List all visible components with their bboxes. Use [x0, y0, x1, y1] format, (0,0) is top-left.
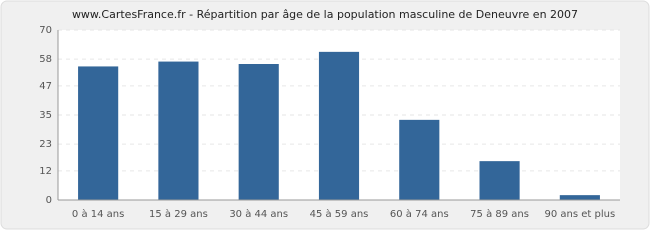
- bar: [158, 61, 199, 201]
- x-tick-label: 75 à 89 ans: [470, 208, 529, 220]
- y-tick-label: 23: [39, 139, 52, 150]
- x-tick-label: 30 à 44 ans: [229, 208, 288, 220]
- bar: [318, 51, 360, 200]
- bar: [78, 66, 119, 200]
- y-tick-label: 0: [46, 195, 52, 206]
- chart-title: www.CartesFrance.fr - Répartition par âg…: [72, 8, 578, 21]
- x-tick-label: 15 à 29 ans: [149, 208, 208, 220]
- y-tick-label: 35: [39, 110, 52, 121]
- bar: [479, 161, 520, 200]
- chart: www.CartesFrance.fr - Répartition par âg…: [0, 0, 650, 230]
- y-tick-label: 12: [39, 166, 52, 177]
- bar: [559, 195, 600, 200]
- y-tick-label: 47: [39, 81, 52, 92]
- x-tick-label: 60 à 74 ans: [390, 208, 449, 220]
- x-tick-label: 90 ans et plus: [545, 209, 616, 220]
- x-tick-label: 45 à 59 ans: [310, 208, 369, 220]
- x-tick-label: 0 à 14 ans: [72, 208, 124, 220]
- bar: [238, 64, 279, 200]
- y-tick-label: 58: [39, 54, 52, 65]
- y-tick-label: 70: [39, 25, 52, 36]
- bar: [399, 119, 440, 200]
